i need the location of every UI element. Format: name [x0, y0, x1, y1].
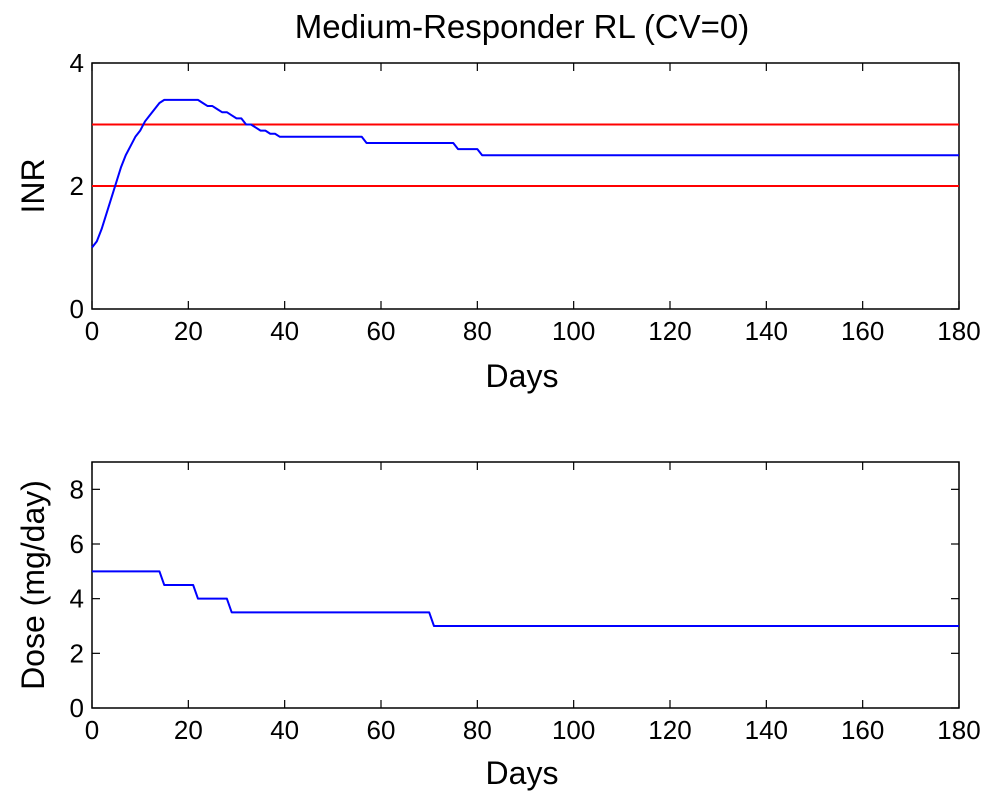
dose-y-tick-label: 4 — [70, 584, 84, 614]
dose-panel: 0 20 40 60 80 100 120 140 160 180 0 2 4 6 8 Days Dose … — [15, 461, 981, 791]
dose-x-tick-label: 180 — [937, 715, 980, 745]
inr-x-tick-label: 40 — [270, 316, 299, 346]
inr-y-tick-label: 0 — [70, 294, 84, 324]
dose-x-tick-label: 20 — [174, 715, 203, 745]
dose-axis-ticks: 0 20 40 60 80 100 120 140 160 180 0 2 4 6 8 — [70, 462, 981, 745]
inr-x-tick-label: 120 — [648, 316, 691, 346]
dose-series-line — [92, 570, 959, 627]
dose-x-tick-label: 40 — [270, 715, 299, 745]
dose-plot-area — [91, 461, 960, 709]
dose-y-tick-label: 0 — [70, 693, 84, 723]
dose-x-axis-label: Days — [486, 755, 559, 791]
inr-x-tick-label: 160 — [841, 316, 884, 346]
inr-x-tick-label: 100 — [552, 316, 595, 346]
inr-x-tick-label: 80 — [463, 316, 492, 346]
inr-y-tick-label: 2 — [70, 171, 84, 201]
inr-x-tick-label: 20 — [174, 316, 203, 346]
dose-y-tick-label: 8 — [70, 474, 84, 504]
dose-x-tick-label: 120 — [648, 715, 691, 745]
inr-panel: Medium-Responder RL (CV=0) 0 20 40 60 80 100 1… — [15, 8, 981, 394]
dose-y-axis-label: Dose (mg/day) — [15, 480, 51, 690]
inr-x-tick-label: 60 — [367, 316, 396, 346]
dose-y-tick-label: 6 — [70, 529, 84, 559]
dose-y-tick-label: 2 — [70, 638, 84, 668]
inr-series-line — [91, 98, 959, 249]
dose-x-tick-label: 60 — [367, 715, 396, 745]
inr-reference-lines — [92, 123, 959, 187]
chart-title: Medium-Responder RL (CV=0) — [295, 8, 750, 45]
inr-axis-ticks: 0 20 40 60 80 100 120 140 160 180 0 2 4 — [70, 48, 981, 346]
inr-x-axis-label: Days — [486, 358, 559, 394]
dose-x-tick-label: 100 — [552, 715, 595, 745]
inr-y-axis-label: INR — [15, 158, 51, 213]
inr-y-tick-label: 4 — [70, 48, 84, 78]
dose-x-tick-label: 160 — [841, 715, 884, 745]
inr-x-tick-label: 180 — [937, 316, 980, 346]
dose-x-tick-label: 140 — [745, 715, 788, 745]
dose-x-tick-label: 0 — [85, 715, 99, 745]
inr-x-tick-label: 140 — [745, 316, 788, 346]
dose-x-tick-label: 80 — [463, 715, 492, 745]
inr-x-tick-label: 0 — [85, 316, 99, 346]
